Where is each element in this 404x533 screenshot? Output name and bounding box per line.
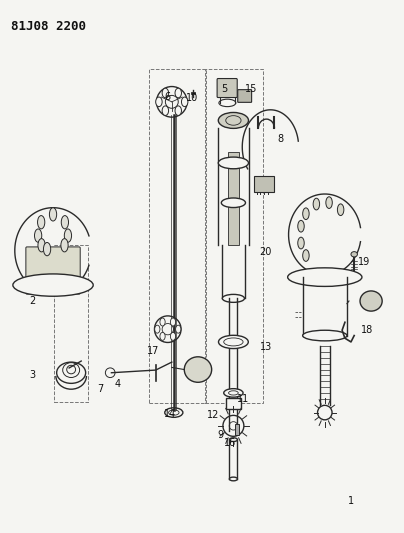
FancyBboxPatch shape [238, 90, 252, 102]
Text: 3: 3 [29, 370, 35, 381]
Ellipse shape [219, 335, 248, 349]
Ellipse shape [224, 389, 243, 397]
Ellipse shape [360, 291, 382, 311]
Text: 12: 12 [207, 410, 219, 420]
Ellipse shape [181, 97, 188, 107]
Text: 4: 4 [114, 379, 120, 390]
Ellipse shape [38, 239, 45, 252]
Ellipse shape [170, 333, 176, 341]
Text: 10: 10 [186, 93, 198, 102]
Ellipse shape [303, 249, 309, 261]
Ellipse shape [229, 477, 238, 481]
Ellipse shape [61, 215, 69, 229]
Ellipse shape [160, 318, 165, 326]
Text: 8: 8 [278, 134, 284, 144]
FancyBboxPatch shape [217, 78, 237, 98]
Ellipse shape [298, 220, 304, 232]
Bar [254, 176, 274, 192]
Ellipse shape [13, 274, 93, 296]
Text: 14: 14 [164, 409, 176, 418]
Text: 17: 17 [147, 346, 159, 357]
FancyBboxPatch shape [26, 247, 80, 294]
Text: 5: 5 [221, 84, 227, 94]
Bar [235, 424, 239, 435]
Ellipse shape [155, 325, 160, 333]
Ellipse shape [49, 208, 57, 221]
Text: 9: 9 [218, 430, 224, 440]
Ellipse shape [160, 333, 165, 341]
Ellipse shape [313, 198, 320, 210]
Ellipse shape [162, 88, 168, 98]
Ellipse shape [337, 204, 344, 215]
Ellipse shape [221, 198, 246, 207]
Bar [149, 69, 206, 403]
Ellipse shape [298, 237, 304, 249]
Bar [54, 245, 88, 402]
Ellipse shape [61, 239, 68, 252]
Ellipse shape [170, 318, 176, 326]
Text: 19: 19 [358, 257, 370, 267]
Text: 16: 16 [224, 438, 236, 448]
Ellipse shape [156, 97, 162, 107]
Ellipse shape [34, 229, 42, 242]
Bar [205, 69, 263, 403]
Text: 81J08 2200: 81J08 2200 [11, 20, 86, 33]
Ellipse shape [162, 106, 168, 116]
Ellipse shape [184, 357, 212, 382]
Ellipse shape [222, 294, 244, 302]
Ellipse shape [326, 197, 332, 208]
Text: 11: 11 [237, 394, 250, 405]
Text: 7: 7 [97, 384, 104, 394]
Ellipse shape [303, 208, 309, 220]
Ellipse shape [176, 325, 181, 333]
Text: 2: 2 [29, 296, 35, 306]
Text: 13: 13 [260, 342, 273, 352]
Text: 18: 18 [361, 325, 373, 335]
Ellipse shape [175, 106, 181, 116]
Ellipse shape [218, 157, 248, 169]
Ellipse shape [288, 268, 362, 286]
Ellipse shape [351, 252, 358, 257]
Bar [226, 398, 241, 409]
Text: 20: 20 [259, 247, 271, 257]
Text: 1: 1 [348, 496, 354, 506]
Ellipse shape [303, 330, 347, 341]
Ellipse shape [44, 243, 50, 256]
Ellipse shape [218, 112, 248, 128]
Text: 6: 6 [165, 92, 171, 101]
Ellipse shape [229, 438, 238, 441]
Ellipse shape [38, 215, 45, 229]
Text: 15: 15 [245, 84, 257, 94]
Bar [228, 152, 239, 245]
Ellipse shape [175, 88, 181, 98]
Ellipse shape [64, 229, 72, 242]
